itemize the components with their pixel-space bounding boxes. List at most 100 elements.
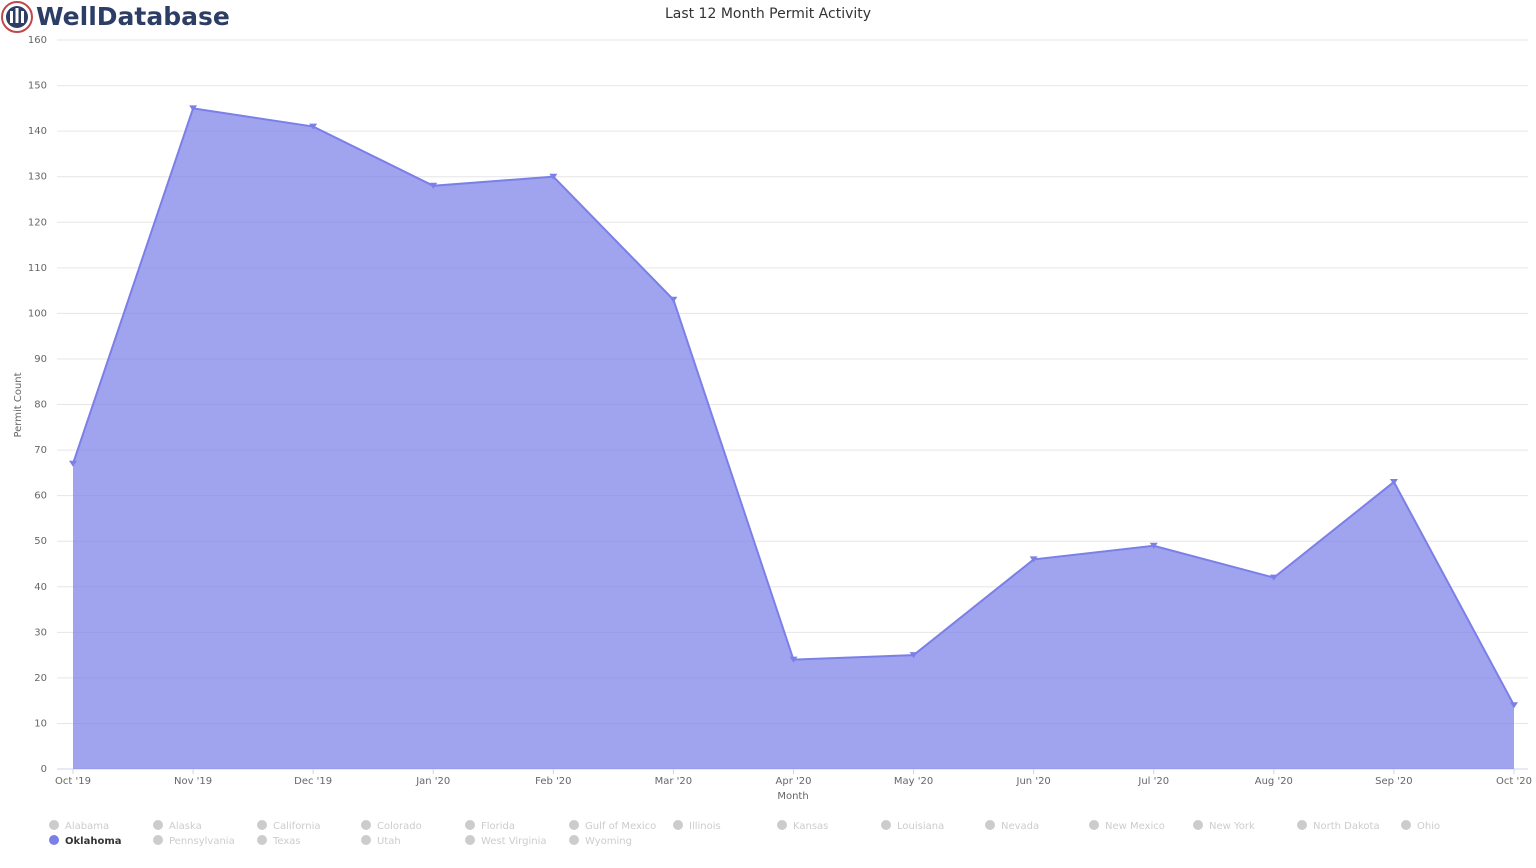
legend-item[interactable]: Colorado (361, 820, 422, 832)
y-tick-label: 140 (28, 126, 47, 137)
legend-symbol (257, 835, 267, 845)
legend-item[interactable]: Nevada (985, 820, 1039, 832)
y-tick-label: 90 (34, 354, 47, 365)
legend-symbol (569, 835, 579, 845)
x-tick-label: Oct '20 (1496, 776, 1532, 787)
legend-label: Wyoming (585, 836, 632, 847)
legend-item[interactable]: North Dakota (1297, 820, 1380, 832)
legend-label: Louisiana (897, 821, 944, 832)
x-tick-label: Nov '19 (174, 776, 212, 787)
logo-icon (1, 1, 33, 33)
y-tick-label: 40 (34, 582, 47, 593)
x-tick-label: Apr '20 (776, 776, 812, 787)
legend-item[interactable]: New York (1193, 820, 1255, 832)
marker (669, 296, 678, 303)
marker (1510, 702, 1518, 709)
marker (1149, 542, 1158, 549)
marker (549, 173, 558, 180)
y-tick-label: 20 (34, 673, 47, 684)
x-tick-label: Jul '20 (1137, 776, 1169, 787)
legend-item[interactable]: Gulf of Mexico (569, 820, 656, 832)
legend-symbol (1401, 820, 1411, 830)
legend-label: Alabama (65, 821, 109, 832)
legend-item[interactable]: Louisiana (881, 820, 944, 832)
marker (789, 656, 798, 663)
legend-symbol (569, 820, 579, 830)
legend-symbol (153, 820, 163, 830)
legend-label: Kansas (793, 821, 828, 832)
marker (309, 123, 318, 130)
legend-label: North Dakota (1313, 821, 1380, 832)
legend-item[interactable]: Utah (361, 835, 401, 847)
y-tick-label: 70 (34, 445, 47, 456)
legend-symbol (777, 820, 787, 830)
y-axis-title: Permit Count (13, 372, 24, 437)
legend-item[interactable]: West Virginia (465, 835, 546, 847)
x-tick-label: Jun '20 (1016, 776, 1051, 787)
x-tick-label: Mar '20 (655, 776, 693, 787)
legend-symbol (1297, 820, 1307, 830)
marker (189, 105, 198, 112)
legend-item[interactable]: Alabama (49, 820, 109, 832)
legend-label: Alaska (169, 821, 202, 832)
legend-item[interactable]: Wyoming (569, 835, 632, 847)
y-tick-label: 150 (28, 81, 47, 92)
legend-item[interactable]: California (257, 820, 321, 832)
x-axis-title: Month (777, 791, 808, 802)
marker (429, 182, 438, 189)
chart-title: Last 12 Month Permit Activity (665, 6, 871, 22)
y-tick-label: 10 (34, 718, 47, 729)
legend-symbol (49, 835, 59, 845)
legend-label: Utah (377, 836, 401, 847)
x-tick-label: Feb '20 (535, 776, 571, 787)
x-tick-label: Aug '20 (1255, 776, 1293, 787)
legend-item[interactable]: New Mexico (1089, 820, 1165, 832)
legend-item[interactable]: Florida (465, 820, 515, 832)
legend-label: Oklahoma (65, 836, 121, 847)
legend-item[interactable]: Ohio (1401, 820, 1440, 832)
marker (1389, 478, 1398, 485)
x-tick-label: May '20 (894, 776, 933, 787)
logo: WellDatabase (36, 2, 230, 31)
y-tick-label: 120 (28, 217, 47, 228)
y-tick-label: 60 (34, 491, 47, 502)
y-tick-label: 80 (34, 400, 47, 411)
marker (69, 460, 77, 467)
x-tick-label: Oct '19 (55, 776, 91, 787)
marker (909, 652, 918, 659)
legend-symbol (1089, 820, 1099, 830)
legend-item[interactable]: Illinois (673, 820, 721, 832)
legend-item[interactable]: Texas (257, 835, 301, 847)
x-tick-label: Sep '20 (1375, 776, 1413, 787)
legend-symbol (1193, 820, 1203, 830)
y-tick-label: 130 (28, 172, 47, 183)
legend-symbol (465, 820, 475, 830)
legend-symbol (985, 820, 995, 830)
legend-label: Colorado (377, 821, 422, 832)
legend-label: Nevada (1001, 821, 1039, 832)
legend-label: New York (1209, 821, 1255, 832)
legend-symbol (257, 820, 267, 830)
legend-label: Florida (481, 821, 515, 832)
legend-item[interactable]: Alaska (153, 820, 202, 832)
marker (1269, 574, 1278, 581)
y-tick-label: 110 (28, 263, 47, 274)
legend-label: West Virginia (481, 836, 546, 847)
y-tick-label: 50 (34, 536, 47, 547)
legend-label: Pennsylvania (169, 836, 235, 847)
legend-label: California (273, 821, 321, 832)
legend-item[interactable]: Kansas (777, 820, 828, 832)
x-tick-label: Dec '19 (294, 776, 332, 787)
legend-item[interactable]: Pennsylvania (153, 835, 235, 847)
legend-symbol (153, 835, 163, 845)
y-tick-label: 0 (41, 764, 47, 775)
legend-symbol (49, 820, 59, 830)
y-tick-label: 30 (34, 627, 47, 638)
legend-symbol (881, 820, 891, 830)
x-tick-label: Jan '20 (415, 776, 450, 787)
legend-label: Texas (272, 836, 301, 847)
legend-item[interactable]: Oklahoma (49, 835, 121, 847)
legend-symbol (361, 835, 371, 845)
